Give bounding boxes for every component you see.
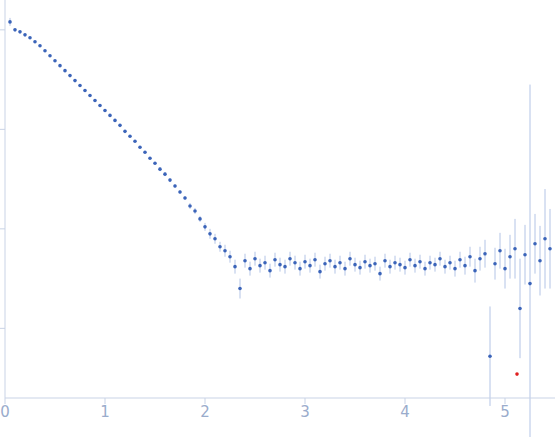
svg-text:2: 2 (200, 403, 210, 421)
svg-text:3: 3 (300, 403, 310, 421)
svg-text:0: 0 (8, 403, 10, 421)
svg-text:1: 1 (100, 403, 110, 421)
svg-text:4: 4 (400, 403, 410, 421)
svg-text:5: 5 (500, 403, 510, 421)
